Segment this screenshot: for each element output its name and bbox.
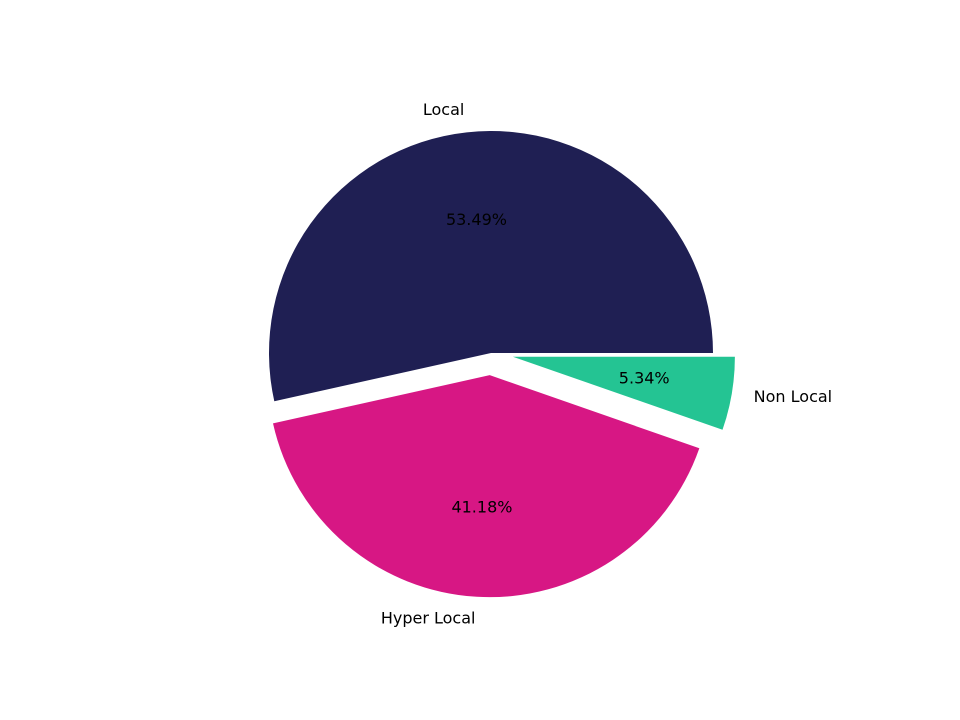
- wedge-non-local: [512, 356, 735, 430]
- label-local: Local: [423, 100, 464, 119]
- pie-labels: Local 53.49% Hyper Local 41.18% Non Local 5.3…: [381, 100, 832, 628]
- pct-label-non-local: 5.34%: [619, 368, 670, 387]
- wedge-hyper-local: [273, 375, 700, 598]
- pct-label-hyper-local: 41.18%: [451, 498, 512, 517]
- label-hyper-local: Hyper Local: [381, 608, 476, 627]
- label-non-local: Non Local: [754, 387, 832, 406]
- pct-label-local: 53.49%: [446, 210, 507, 229]
- wedge-local: [269, 131, 713, 402]
- pie-wedges: [269, 131, 735, 598]
